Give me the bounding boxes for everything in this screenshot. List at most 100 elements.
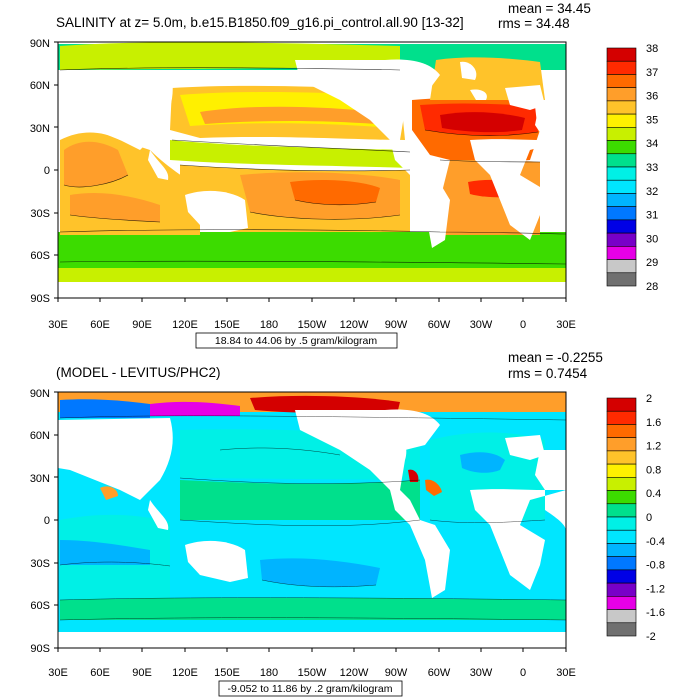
colorbar-swatch — [606, 140, 637, 155]
lat-label: 30S — [30, 208, 50, 220]
colorbar-label: 32 — [646, 186, 658, 198]
lat-label: 0 — [44, 165, 50, 177]
colorbar-swatch — [606, 410, 637, 425]
lon-label: 90W — [385, 319, 408, 331]
range-label: -9.052 to 11.86 by .2 gram/kilogram — [228, 683, 393, 695]
lat-label: 90N — [30, 38, 50, 50]
colorbar-swatch — [606, 582, 637, 597]
colorbar-label: 1.2 — [646, 441, 661, 453]
colorbar-swatch — [606, 259, 637, 274]
lon-label: 60E — [90, 319, 110, 331]
lat-label: 90N — [30, 388, 50, 400]
lon-label: 120W — [340, 667, 369, 679]
colorbar-swatch — [606, 193, 637, 207]
colorbar-label: -0.8 — [646, 560, 665, 572]
colorbar-swatch — [606, 74, 637, 88]
colorbar-swatch — [606, 166, 637, 181]
panel-title: (MODEL - LEVITUS/PHC2) — [56, 365, 221, 380]
colorbar-swatch — [606, 206, 637, 221]
lon-label: 60W — [428, 667, 451, 679]
colorbar-swatch — [606, 437, 637, 452]
lon-axis: 30E 60E 90E 120E 150E 180 150W 120W 90W … — [48, 667, 576, 679]
range-label: 18.84 to 44.06 by .5 gram/kilogram — [215, 335, 378, 347]
colorbar-swatch — [606, 232, 637, 247]
lon-label: 30E — [48, 319, 68, 331]
lat-label: 60S — [30, 600, 50, 612]
colorbar-label: 36 — [646, 91, 658, 103]
lat-label: 60S — [30, 250, 50, 262]
colorbar-label: 29 — [646, 257, 658, 269]
colorbar-label: 0 — [646, 512, 652, 524]
lon-label: 60W — [428, 319, 451, 331]
colorbar-swatch — [606, 246, 637, 260]
colorbar-swatch — [606, 529, 637, 544]
colorbar-label: -1.6 — [646, 607, 665, 619]
lon-label: 30E — [556, 319, 576, 331]
colorbar-swatch — [606, 272, 637, 287]
colorbar-label: 33 — [646, 162, 658, 174]
colorbar-swatch — [606, 543, 637, 557]
colorbar-label: 38 — [646, 43, 658, 55]
colorbar-label: 2 — [646, 393, 652, 405]
colorbar-label: 35 — [646, 114, 658, 126]
lat-axis: 90N 60N 30N 0 30S 60S 90S — [30, 388, 50, 655]
lat-label: 0 — [44, 515, 50, 527]
colorbar-swatch — [606, 622, 637, 637]
lat-axis: 90N 60N 30N 0 30S 60S 90S — [30, 38, 50, 305]
colorbar-swatch — [606, 113, 637, 128]
colorbar-swatch — [606, 179, 637, 194]
lon-label: 30E — [556, 667, 576, 679]
colorbar-swatch — [606, 503, 637, 518]
lat-ticks — [54, 391, 58, 649]
map-field — [58, 42, 566, 298]
colorbar-swatch — [606, 100, 637, 115]
mean-label: mean = 34.45 — [508, 1, 591, 16]
lon-label: 150E — [214, 319, 240, 331]
lat-label: 90S — [30, 643, 50, 655]
colorbar-swatch — [606, 556, 637, 571]
lon-label: 150W — [298, 667, 327, 679]
lon-label: 180 — [260, 319, 278, 331]
colorbar-label: 30 — [646, 233, 658, 245]
colorbar-label: 31 — [646, 210, 658, 222]
colorbar: 2 1.6 1.2 0.8 0.4 0 -0.4 -0.8 -1.2 -1.6 -2 — [606, 393, 665, 643]
lat-label: 30N — [30, 473, 50, 485]
lat-label: 30N — [30, 123, 50, 135]
colorbar-label: 37 — [646, 67, 658, 79]
panel-top: SALINITY at z= 5.0m, b.e15.B1850.f09_g16… — [30, 1, 658, 349]
lon-label: 90W — [385, 667, 408, 679]
panel-title: SALINITY at z= 5.0m, b.e15.B1850.f09_g16… — [56, 15, 464, 30]
lon-label: 120W — [340, 319, 369, 331]
lat-label: 30S — [30, 558, 50, 570]
colorbar-label: -2 — [646, 631, 656, 643]
colorbar-label: 0.8 — [646, 464, 661, 476]
lon-label: 120E — [172, 667, 198, 679]
colorbar-swatch — [606, 516, 637, 531]
lon-label: 30W — [470, 319, 493, 331]
lon-label: 180 — [260, 667, 278, 679]
colorbar-label: 34 — [646, 138, 658, 150]
lon-label: 30E — [48, 667, 68, 679]
lat-ticks — [54, 41, 58, 299]
rms-label: rms = 34.48 — [498, 16, 570, 31]
colorbar-swatch — [606, 596, 637, 610]
colorbar-swatch — [606, 569, 637, 584]
lon-label: 90E — [132, 319, 152, 331]
colorbar-swatch — [606, 477, 637, 491]
colorbar-swatch — [606, 490, 637, 505]
lon-label: 150E — [214, 667, 240, 679]
rms-label: rms = 0.7454 — [508, 366, 588, 381]
lon-label: 0 — [520, 667, 526, 679]
colorbar-swatch — [606, 609, 637, 624]
colorbar-swatch — [606, 47, 637, 62]
colorbar-swatch — [606, 424, 637, 438]
lon-label: 150W — [298, 319, 327, 331]
range-box — [218, 680, 403, 697]
colorbar-swatch — [606, 87, 637, 102]
colorbar: 38 37 36 35 34 33 32 31 30 29 28 — [606, 43, 658, 293]
colorbar-label: 28 — [646, 281, 658, 293]
mean-label: mean = -0.2255 — [508, 350, 603, 365]
lon-label: 60E — [90, 667, 110, 679]
map-field — [58, 392, 566, 648]
